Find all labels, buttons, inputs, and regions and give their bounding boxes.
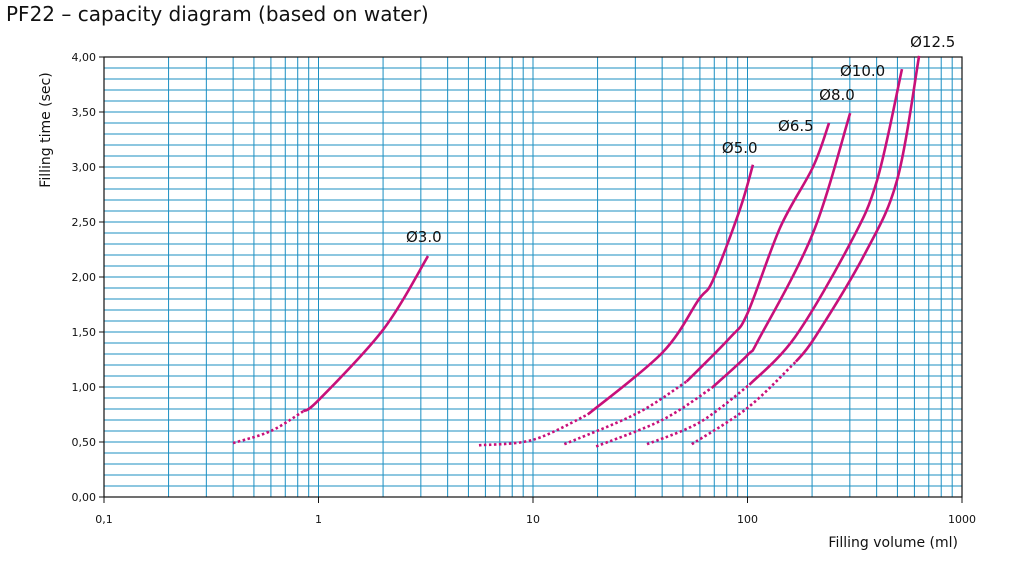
series-label: Ø8.0 <box>819 86 855 104</box>
y-tick-label: 2,00 <box>72 271 97 284</box>
x-tick-label: 0,1 <box>95 513 113 526</box>
series-5-0: Ø5.0 <box>478 139 758 447</box>
x-axis-label: Filling volume (ml) <box>828 535 958 551</box>
x-tick-label: 1000 <box>948 513 976 526</box>
series-label: Ø12.5 <box>910 33 955 51</box>
y-tick-label: 0,50 <box>72 436 97 449</box>
series-6-5: Ø6.5 <box>563 117 831 446</box>
series-line-dotted <box>691 360 797 446</box>
series-line-dotted <box>232 410 305 445</box>
x-tick-label: 100 <box>737 513 758 526</box>
y-tick-label: 0,00 <box>72 491 97 504</box>
series-line <box>586 164 755 416</box>
chart-title: PF22 – capacity diagram (based on water) <box>6 2 429 26</box>
series-line <box>748 68 904 386</box>
series-8-0: Ø8.0 <box>595 86 855 448</box>
series-label: Ø3.0 <box>406 228 442 246</box>
y-tick-label: 3,00 <box>72 161 97 174</box>
y-tick-label: 1,00 <box>72 381 97 394</box>
y-tick-label: 1,50 <box>72 326 97 339</box>
series-label: Ø5.0 <box>722 139 758 157</box>
series-10-0: Ø10.0 <box>646 62 904 446</box>
grid <box>104 56 962 497</box>
series-line-dotted <box>563 380 688 446</box>
series-label: Ø6.5 <box>778 117 814 135</box>
series-line <box>710 112 852 390</box>
series-line <box>794 55 921 363</box>
y-tick-label: 4,00 <box>72 51 97 64</box>
series-3-0: Ø3.0 <box>232 228 442 445</box>
series-line-dotted <box>478 413 589 447</box>
y-axis-label: Filling time (sec) <box>38 72 54 187</box>
x-tick-label: 10 <box>526 513 540 526</box>
series-line-dotted <box>595 387 713 448</box>
series-line-dotted <box>646 383 751 446</box>
series-label: Ø10.0 <box>840 62 885 80</box>
series-12-5: Ø12.5 <box>691 33 955 446</box>
series-line <box>302 255 430 413</box>
series-line <box>685 122 831 383</box>
y-tick-label: 3,50 <box>72 106 97 119</box>
x-tick-label: 1 <box>315 513 322 526</box>
y-tick-label: 2,50 <box>72 216 97 229</box>
